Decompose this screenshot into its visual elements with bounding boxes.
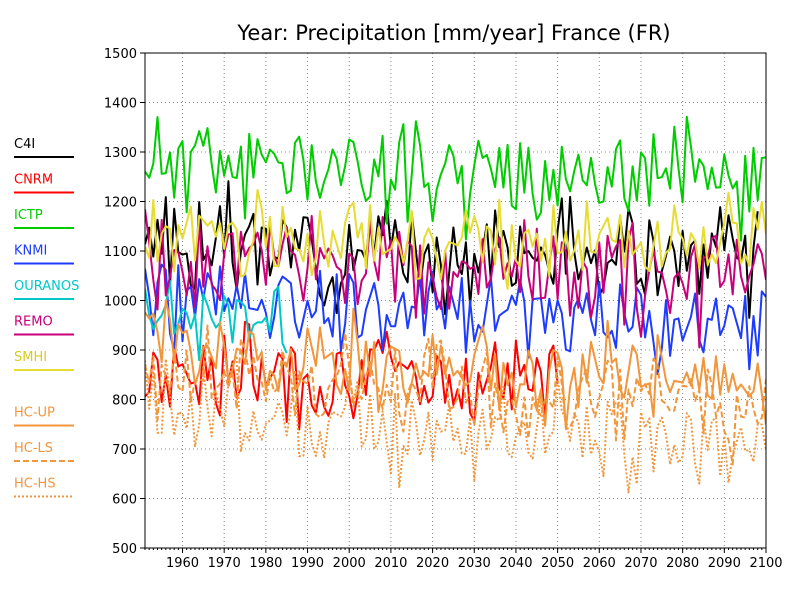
legend-label-hc-ls: HC-LS — [14, 441, 53, 456]
x-tick-label: 2030 — [458, 556, 491, 571]
x-tick-label: 2040 — [499, 556, 532, 571]
legend-label-ouranos: OURANOS — [14, 279, 79, 294]
y-tick-label: 600 — [112, 493, 137, 508]
x-tick-label: 2070 — [624, 556, 657, 571]
y-tick-label: 1300 — [104, 146, 137, 161]
x-tick-label: 1960 — [166, 556, 199, 571]
x-tick-label: 2080 — [666, 556, 699, 571]
y-tick-label: 1100 — [104, 245, 137, 260]
y-tick-label: 700 — [112, 443, 137, 458]
legend-label-c4i: C4I — [14, 137, 35, 152]
x-tick-label: 2060 — [583, 556, 616, 571]
series-lines — [145, 115, 766, 494]
y-tick-label: 1200 — [104, 196, 137, 211]
y-tick-label: 1500 — [104, 47, 137, 62]
legend-label-smhi: SMHI — [14, 350, 47, 365]
x-tick-label: 1970 — [208, 556, 241, 571]
series-line-knmi — [145, 263, 766, 376]
y-tick-label: 1400 — [104, 97, 137, 112]
x-tick-label: 2050 — [541, 556, 574, 571]
legend-label-cnrm: CNRM — [14, 173, 53, 188]
legend-label-hc-hs: HC-HS — [14, 477, 56, 492]
x-tick-label: 2100 — [749, 556, 782, 571]
x-tick-label: 2090 — [708, 556, 741, 571]
x-tick-label: 2020 — [416, 556, 449, 571]
y-tick-label: 800 — [112, 394, 137, 409]
y-axis-ticks: 500 600 700 800 900 1000 1100 1200 1300 1400 1500 — [104, 47, 145, 557]
legend-label-knmi: KNMI — [14, 244, 47, 259]
series-line-hc-up — [145, 299, 766, 431]
chart-title: Year: Precipitation [mm/year] France (FR… — [236, 21, 670, 45]
x-tick-label: 2010 — [374, 556, 407, 571]
series-line-ouranos — [145, 279, 288, 362]
series-line-c4i — [145, 180, 759, 319]
series-line-ictp — [145, 115, 766, 242]
legend-label-remo: REMO — [14, 315, 53, 330]
y-tick-label: 900 — [112, 344, 137, 359]
series-line-hc-ls — [145, 324, 766, 466]
x-tick-label: 2000 — [333, 556, 366, 571]
series-line-smhi — [145, 189, 766, 290]
y-tick-label: 1000 — [104, 295, 137, 310]
x-tick-label: 1980 — [249, 556, 282, 571]
y-tick-label: 500 — [112, 542, 137, 557]
x-tick-label: 1990 — [291, 556, 324, 571]
x-axis-ticks: 1960 1970 1980 1990 2000 2010 2020 2030 2040 2050… — [144, 548, 783, 571]
series-line-remo — [145, 209, 766, 349]
legend: C4I CNRM ICTP KNMI OURANOS REMO SMHI HC-UP HC-LS… — [14, 137, 79, 498]
legend-label-hc-up: HC-UP — [14, 406, 55, 421]
legend-label-ictp: ICTP — [14, 208, 43, 223]
series-line-hc-hs — [145, 356, 766, 494]
